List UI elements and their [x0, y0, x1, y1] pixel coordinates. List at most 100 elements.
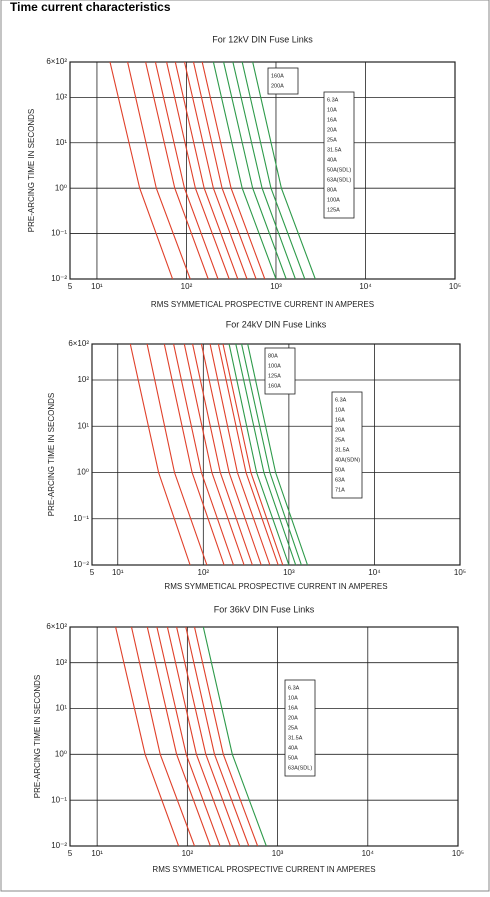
fuse-curve [202, 627, 267, 846]
x-tick-label: 10³ [283, 568, 295, 577]
plot-area [69, 626, 459, 847]
y-tick-label: 10² [55, 92, 67, 101]
fuse-curve [212, 62, 277, 279]
plot-area [69, 61, 456, 280]
y-tick-label: 10⁰ [77, 468, 89, 477]
legend-label: 125A [268, 373, 281, 379]
legend-box [267, 67, 299, 95]
legend-label: 63A(SDL) [327, 177, 351, 183]
fuse-curve [146, 627, 211, 846]
legend-label: 6.3A [335, 397, 347, 403]
x-tick-label: 5 [68, 849, 73, 858]
fuse-curve [166, 627, 231, 846]
fuse-curve [252, 62, 316, 279]
legend-label: 31.5A [288, 735, 303, 741]
legend-label: 63A [335, 477, 345, 483]
fuse-curve [232, 62, 296, 279]
legend-box [323, 91, 355, 219]
y-tick-label: 10⁰ [55, 183, 67, 192]
fuse-curve [223, 62, 287, 279]
legend-label: 31.5A [335, 447, 350, 453]
fuse-curve [145, 62, 209, 279]
y-axis-label: PRE-ARCING TIME IN SECONDS [27, 109, 36, 232]
y-tick-label: 10⁰ [55, 749, 67, 758]
legend-label: 16A [327, 117, 337, 123]
legend-label: 25A [335, 437, 345, 443]
fuse-curve [156, 627, 221, 846]
legend-label: 50A [335, 467, 345, 473]
legend-label: 10A [335, 407, 345, 413]
x-tick-label: 10¹ [112, 568, 124, 577]
y-tick-label: 10⁻¹ [51, 795, 67, 804]
x-tick-label: 10⁵ [454, 568, 466, 577]
fuse-curve [241, 62, 306, 279]
fuse-curve [201, 62, 266, 279]
legend-label: 80A [327, 187, 337, 193]
fuse-curve [209, 344, 271, 565]
y-tick-label: 10⁻² [51, 274, 67, 283]
legend-label: 40A(SDN) [335, 457, 360, 463]
legend-label: 6.3A [288, 685, 300, 691]
x-tick-label: 10⁴ [368, 568, 381, 577]
legend-label: 6.3A [327, 97, 339, 103]
y-tick-label: 10¹ [55, 138, 67, 147]
legend-box [331, 391, 363, 499]
x-tick-label: 10⁴ [362, 849, 375, 858]
x-tick-label: 10⁵ [449, 282, 461, 291]
legend-label: 25A [327, 137, 337, 143]
x-axis-label: RMS SYMMETICAL PROSPECTIVE CURRENT IN AM… [151, 300, 374, 309]
x-axis-label: RMS SYMMETICAL PROSPECTIVE CURRENT IN AM… [164, 582, 387, 591]
fuse-curve [129, 344, 191, 565]
y-axis-label: PRE-ARCING TIME IN SECONDS [33, 675, 42, 798]
legend-label: 50A(SDL) [327, 167, 351, 173]
fuse-curve [183, 344, 245, 565]
fuse-curve [200, 344, 262, 565]
fuse-curve [166, 62, 230, 279]
page-title: Time current characteristics [10, 0, 171, 14]
y-tick-label: 10² [77, 375, 89, 384]
fuse-curve [154, 62, 219, 279]
fuse-curve [176, 627, 241, 846]
legend-label: 160A [268, 383, 281, 389]
legend-label: 10A [288, 695, 298, 701]
legend-box [264, 347, 296, 395]
legend-label: 40A [327, 157, 337, 163]
fuse-curve [174, 62, 239, 279]
fuse-curve [228, 344, 290, 565]
fuse-curve [235, 344, 297, 565]
fuse-curve [183, 62, 248, 279]
x-tick-label: 10² [198, 568, 210, 577]
fuse-curve [130, 627, 196, 846]
y-tick-label: 10⁻¹ [73, 514, 89, 523]
x-tick-label: 10³ [270, 282, 282, 291]
legend-label: 100A [327, 197, 340, 203]
legend-label: 125A [327, 207, 340, 213]
fuse-curve [127, 62, 191, 279]
fuse-curve [109, 62, 174, 279]
legend-label: 80A [268, 353, 278, 359]
x-tick-label: 10¹ [91, 282, 103, 291]
y-tick-label: 6×10² [46, 622, 67, 631]
y-tick-label: 10⁻² [73, 560, 89, 569]
legend-label: 20A [288, 715, 298, 721]
fuse-curve [247, 344, 309, 565]
y-axis-label: PRE-ARCING TIME IN SECONDS [47, 393, 56, 516]
y-tick-label: 10⁻¹ [51, 229, 67, 238]
x-tick-label: 10⁵ [452, 849, 464, 858]
chart-title: For 12kV DIN Fuse Links [212, 34, 313, 44]
legend-label: 31.5A [327, 147, 342, 153]
legend-label: 20A [335, 427, 345, 433]
legend-label: 160A [271, 73, 284, 79]
x-tick-label: 10⁴ [359, 282, 372, 291]
fuse-curve [192, 344, 253, 565]
y-tick-label: 6×10² [68, 339, 89, 348]
fuse-curve [241, 344, 302, 565]
fuse-curve [193, 627, 259, 846]
fuse-curve [185, 627, 250, 846]
legend-label: 63A(SDL) [288, 765, 312, 771]
fuse-curve [115, 627, 180, 846]
y-tick-label: 10¹ [55, 704, 67, 713]
chart-title: For 24kV DIN Fuse Links [226, 319, 327, 329]
